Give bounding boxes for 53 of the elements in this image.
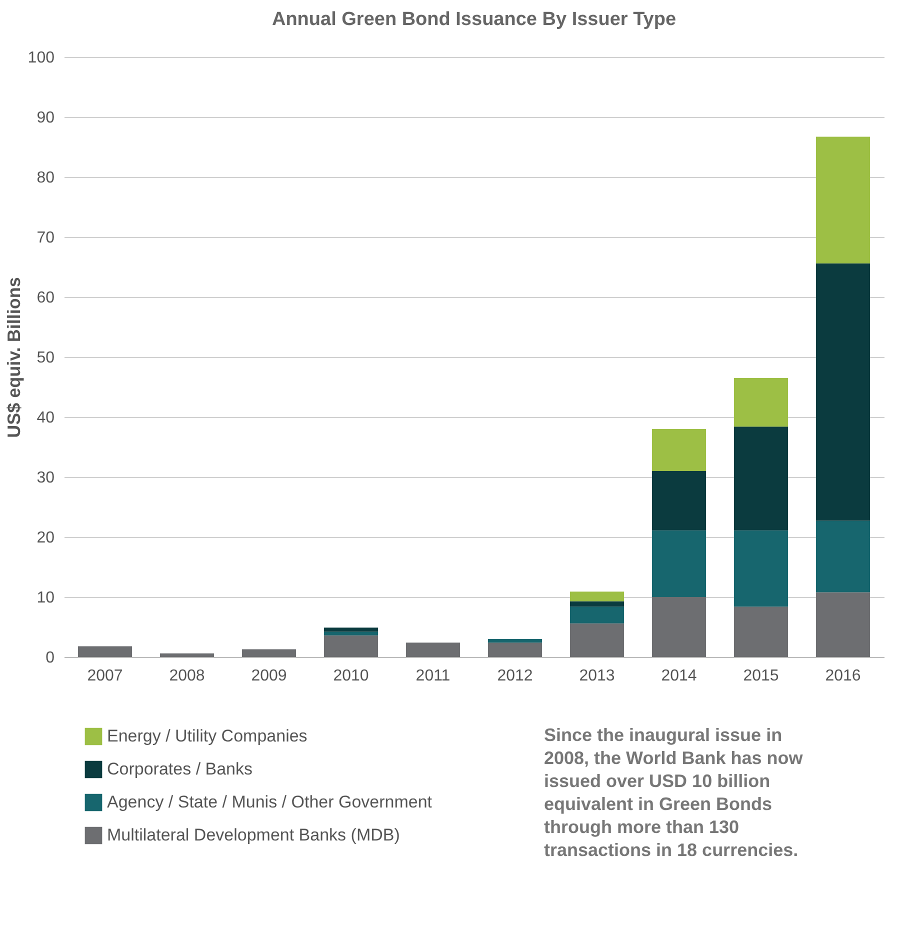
y-tick-label: 50	[36, 350, 55, 366]
x-tick-label: 2011	[416, 668, 450, 684]
x-tick-label: 2008	[169, 668, 205, 684]
bar	[324, 635, 378, 657]
bar	[570, 601, 624, 607]
bar	[160, 653, 214, 657]
y-tick-label: 60	[36, 290, 55, 306]
bar	[734, 426, 788, 530]
y-tick-label: 70	[36, 230, 55, 246]
x-tick-label: 2007	[87, 668, 123, 684]
legend-label: Corporates / Banks	[107, 760, 253, 778]
x-tick-label: 2015	[743, 668, 779, 684]
bar	[570, 592, 624, 602]
bar	[570, 623, 624, 657]
y-tick-label: 20	[36, 530, 55, 546]
bar	[652, 471, 706, 530]
bar	[324, 632, 378, 636]
y-axis-title: US$ equiv. Billions	[4, 277, 24, 438]
legend-label: Energy / Utility Companies	[107, 726, 308, 746]
bar	[570, 606, 624, 624]
x-tick-label: 2009	[251, 668, 287, 684]
text: Since the inaugural issue in 2008, the World Bank has now issued over USD 10 billion equivalent in Green Bonds through more than 130 transactions in 18 currencies.	[544, 725, 804, 860]
y-tick-label: 100	[28, 50, 55, 66]
x-tick-label: 2013	[579, 668, 615, 684]
x-tick-label: 2014	[661, 668, 697, 684]
x-tick-label: 2010	[333, 668, 369, 684]
x-tick-label: 2012	[497, 668, 533, 684]
bar	[816, 263, 870, 521]
bar	[488, 639, 542, 643]
bar	[488, 642, 542, 657]
bar	[652, 530, 706, 597]
bar	[324, 628, 378, 632]
bar	[816, 592, 870, 657]
legend-label: Multilateral Development Banks (MDB)	[107, 826, 400, 844]
bar	[734, 378, 788, 427]
x-tick-label: 2016	[825, 668, 861, 684]
chart-title: Annual Green Bond Issuance By Issuer Type	[272, 9, 676, 30]
y-tick-label: 10	[36, 590, 55, 606]
bar	[242, 649, 296, 657]
bar	[734, 606, 788, 657]
bar	[406, 642, 460, 657]
y-tick-label: 40	[36, 410, 55, 426]
y-tick-label: 30	[36, 470, 55, 486]
bar	[816, 520, 870, 592]
bar	[734, 530, 788, 607]
y-tick-label: 90	[36, 110, 55, 126]
y-tick-label: 0	[46, 650, 55, 666]
bar	[652, 429, 706, 471]
legend-label: Agency / State / Munis / Other Government	[107, 792, 432, 812]
bar	[816, 136, 870, 264]
bar	[652, 597, 706, 657]
bar	[78, 646, 132, 657]
y-tick-label: 80	[36, 170, 55, 186]
